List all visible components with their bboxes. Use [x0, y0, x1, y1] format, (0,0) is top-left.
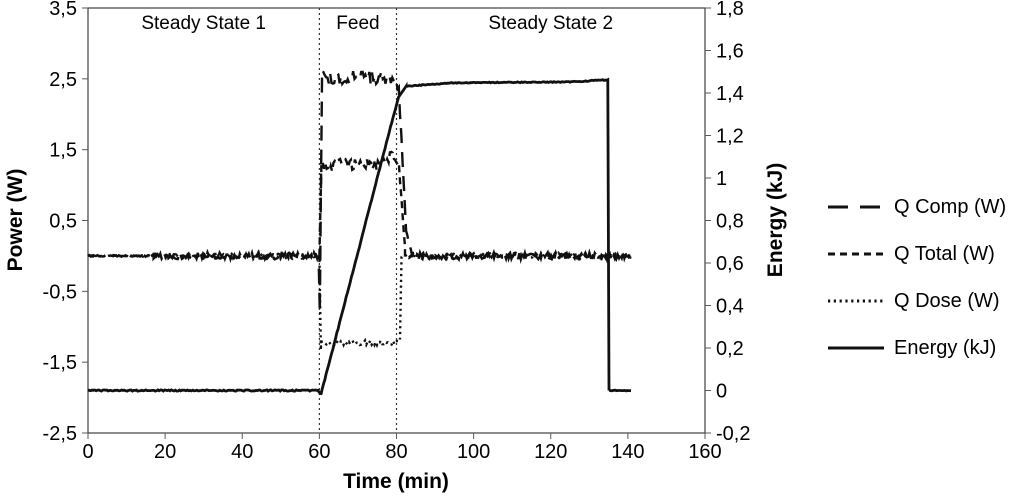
svg-text:0,6: 0,6: [716, 253, 744, 275]
series-q-dose-w: [87, 250, 632, 351]
svg-text:160: 160: [688, 441, 721, 463]
legend-label-q-dose: Q Dose (W): [894, 289, 1000, 312]
legend: Q Comp (W) Q Total (W) Q Dose (W) Energy…: [828, 196, 1006, 359]
svg-text:1,4: 1,4: [716, 83, 744, 105]
region-labels: Steady State 1 Feed Steady State 2: [141, 13, 613, 34]
legend-item-q-total: Q Total (W): [828, 243, 1006, 265]
svg-text:Feed: Feed: [336, 13, 379, 34]
legend-item-q-dose: Q Dose (W): [828, 290, 1006, 312]
svg-text:Steady State 2: Steady State 2: [488, 13, 613, 34]
svg-text:0,2: 0,2: [716, 338, 744, 360]
svg-text:0: 0: [716, 381, 727, 403]
separator-lines: [318, 8, 398, 433]
svg-text:1: 1: [716, 168, 727, 190]
x-axis-title: Time (min): [343, 470, 449, 493]
svg-text:0: 0: [82, 441, 93, 463]
legend-line-sample-q-dose: [828, 299, 884, 303]
svg-text:0,8: 0,8: [716, 211, 744, 233]
svg-text:0,4: 0,4: [716, 296, 744, 318]
legend-label-energy: Energy (kJ): [894, 336, 997, 359]
svg-text:80: 80: [385, 441, 407, 463]
svg-text:-0,2: -0,2: [716, 423, 750, 445]
svg-text:-0,5: -0,5: [43, 281, 77, 303]
legend-label-q-comp: Q Comp (W): [894, 195, 1007, 218]
svg-text:100: 100: [457, 441, 490, 463]
svg-text:140: 140: [611, 441, 644, 463]
svg-text:0,5: 0,5: [49, 211, 77, 233]
legend-label-q-total: Q Total (W): [894, 242, 995, 265]
svg-text:1,8: 1,8: [716, 0, 744, 20]
svg-text:120: 120: [534, 441, 567, 463]
legend-item-q-comp: Q Comp (W): [828, 196, 1006, 218]
y-right-ticks: 1,8 1,6 1,4 1,2 1 0,8 0,6 0,4 0,2 0 -0,2: [705, 0, 750, 445]
svg-text:1,6: 1,6: [716, 41, 744, 63]
legend-line-sample-energy: [828, 346, 884, 350]
right-axis-title: Energy (kJ): [764, 162, 787, 278]
series-energy-kj: [87, 77, 632, 396]
svg-text:-2,5: -2,5: [43, 423, 77, 445]
svg-text:20: 20: [154, 441, 176, 463]
series-q-comp-w: [87, 70, 631, 313]
svg-text:3,5: 3,5: [49, 0, 77, 20]
svg-text:60: 60: [308, 441, 330, 463]
legend-item-energy: Energy (kJ): [828, 337, 1006, 359]
svg-text:-1,5: -1,5: [43, 352, 77, 374]
left-axis-title: Power (W): [4, 168, 27, 272]
svg-text:Steady State 1: Steady State 1: [141, 13, 266, 34]
svg-text:2,5: 2,5: [49, 69, 77, 91]
y-left-ticks: 3,5 2,5 1,5 0,5 -0,5 -1,5 -2,5: [43, 0, 88, 445]
legend-line-sample-q-comp: [828, 205, 884, 209]
legend-line-sample-q-total: [828, 252, 884, 256]
x-axis-ticks: 0 20 40 60 80 100 120 140 160: [82, 433, 722, 463]
series-q-total-w: [87, 150, 631, 264]
svg-text:40: 40: [231, 441, 253, 463]
svg-text:1,5: 1,5: [49, 140, 77, 162]
svg-text:1,2: 1,2: [716, 126, 744, 148]
